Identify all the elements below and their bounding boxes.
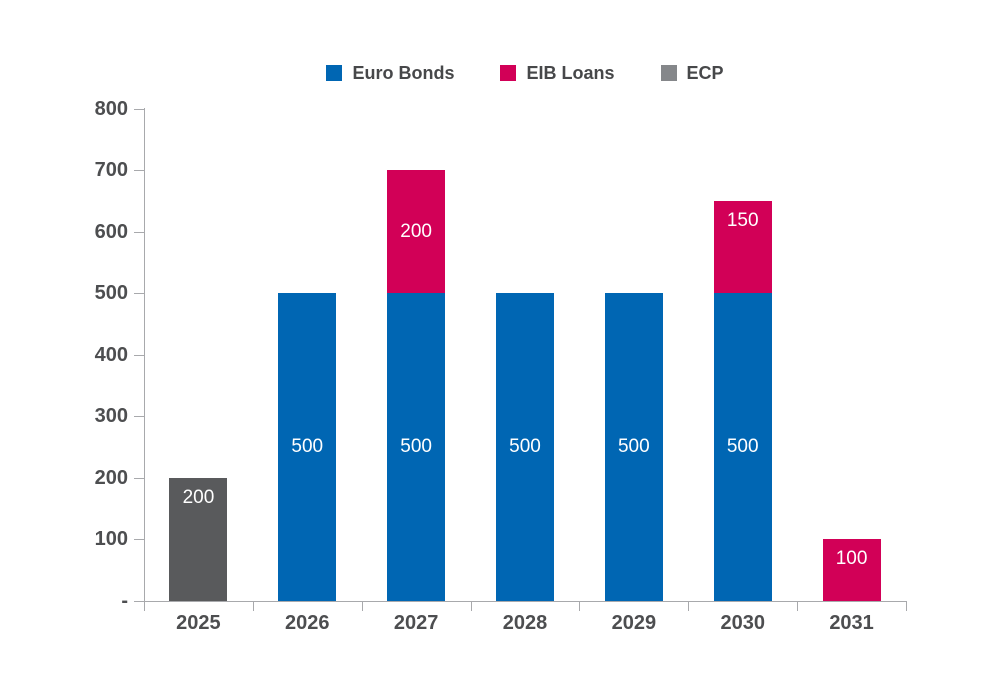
- bar-label: 200: [400, 220, 432, 242]
- bar-label: 150: [726, 209, 759, 231]
- bar-label: 500: [291, 436, 324, 458]
- legend-label-eib-loans: EIB Loans: [526, 62, 615, 83]
- y-axis-tick-label: 700: [94, 159, 128, 182]
- bar-segment-ecp: [169, 477, 228, 601]
- bar-segment-eib-loans: [822, 539, 881, 601]
- y-axis-tick-label: 600: [94, 220, 128, 243]
- y-axis-tick-label: 400: [94, 343, 128, 366]
- y-axis-tick-label: -: [121, 590, 128, 612]
- x-axis-tick: [361, 601, 363, 611]
- chart-legend: Euro Bonds EIB Loans ECP: [144, 62, 906, 84]
- x-axis-tick: [252, 601, 254, 611]
- y-axis-tick-label: 800: [94, 97, 128, 120]
- x-axis-tick-label: 2030: [720, 612, 765, 634]
- y-axis-tick: [134, 477, 144, 479]
- x-axis-tick: [579, 601, 581, 611]
- x-axis-tick: [797, 601, 799, 611]
- x-axis-tick: [144, 601, 145, 611]
- y-axis-tick-label: 200: [94, 466, 128, 489]
- y-axis-tick: [134, 539, 144, 541]
- bar-segment-euro-bonds: [278, 293, 337, 601]
- x-axis-tick-label: 2027: [393, 612, 439, 634]
- y-axis-tick: [134, 170, 144, 172]
- bar-segment-eib-loans: [713, 200, 772, 294]
- legend-item-ecp: ECP: [660, 62, 724, 84]
- y-axis-tick: [134, 293, 144, 295]
- bar-segment-euro-bonds: [496, 293, 554, 601]
- legend-swatch-eib-loans-icon: [500, 65, 517, 81]
- y-axis-tick-label: 300: [94, 405, 128, 428]
- x-axis-tick-label: 2028: [502, 612, 548, 634]
- bar-segment-euro-bonds: [713, 293, 772, 601]
- bar-segment-eib-loans: [387, 170, 446, 294]
- legend-label-ecp: ECP: [686, 62, 724, 83]
- y-axis-tick-label: 500: [94, 282, 128, 305]
- y-axis-line: [144, 108, 145, 602]
- x-axis-line: [144, 601, 907, 602]
- legend-label-euro-bonds: Euro Bonds: [352, 62, 455, 83]
- y-axis-tick: [134, 416, 144, 418]
- bar-label: 500: [617, 436, 650, 458]
- x-axis-tick: [906, 601, 907, 611]
- legend-swatch-ecp-icon: [660, 65, 677, 81]
- y-axis-tick: [134, 354, 144, 356]
- x-axis-tick-label: 2029: [611, 612, 657, 634]
- x-axis-tick: [688, 601, 690, 611]
- legend-swatch-euro-bonds-icon: [326, 65, 343, 81]
- x-axis-tick-label: 2026: [285, 612, 330, 634]
- x-axis-tick-label: 2031: [829, 612, 874, 634]
- bar-label: 500: [726, 436, 759, 458]
- y-axis-tick: [134, 231, 144, 233]
- x-axis-tick: [470, 601, 472, 611]
- bar-label: 100: [835, 548, 868, 570]
- y-axis-tick: [134, 601, 144, 602]
- bar-segment-euro-bonds: [604, 293, 663, 601]
- legend-item-euro-bonds: Euro Bonds: [326, 63, 454, 84]
- bar-label: 500: [509, 436, 541, 458]
- bar-label: 200: [182, 486, 215, 508]
- bar-segment-euro-bonds: [387, 293, 446, 601]
- y-axis-tick-label: 100: [94, 528, 128, 551]
- legend-item-eib-loans: EIB Loans: [500, 62, 615, 84]
- y-axis-tick: [134, 108, 144, 110]
- bar-label: 500: [400, 436, 432, 458]
- x-axis-tick-label: 2025: [176, 612, 221, 634]
